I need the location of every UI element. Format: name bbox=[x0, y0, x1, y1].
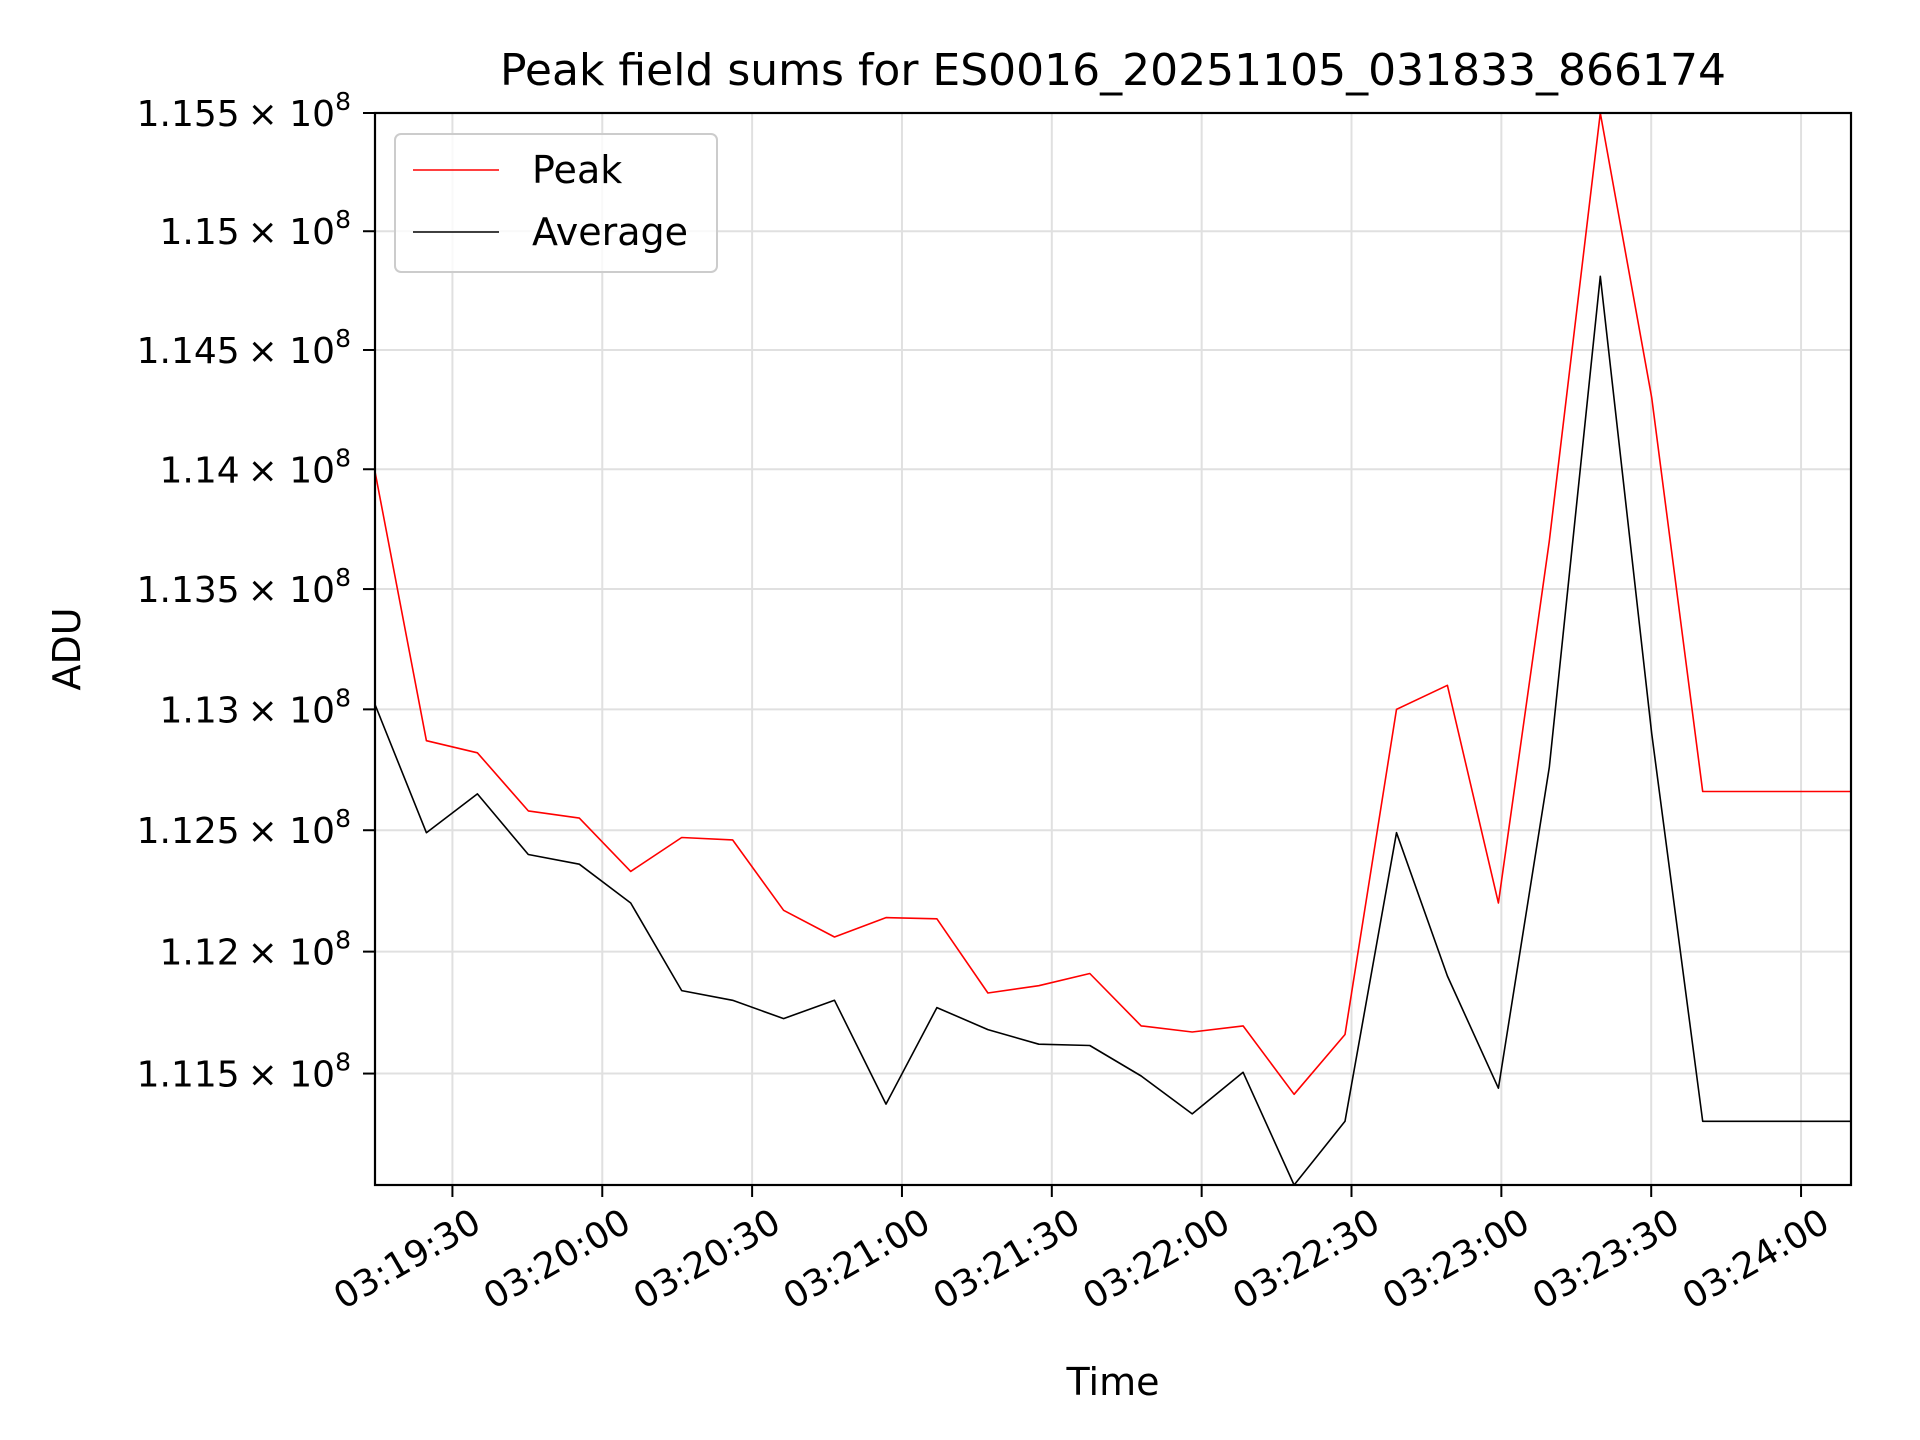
y-tick-label: 1.155 × 108 bbox=[137, 87, 351, 135]
y-tick-mantissa: 1.12 bbox=[160, 933, 240, 974]
y-tick-label: 1.12 × 108 bbox=[160, 926, 351, 974]
y-tick-mantissa: 1.155 bbox=[137, 94, 240, 135]
y-tick-label: 1.125 × 108 bbox=[137, 804, 351, 852]
y-tick-mantissa: 1.14 bbox=[160, 450, 240, 491]
legend-box bbox=[394, 133, 718, 273]
y-tick-label: 1.135 × 108 bbox=[137, 563, 351, 611]
y-tick-base: × 10 bbox=[248, 331, 335, 372]
y-tick-mantissa: 1.135 bbox=[137, 570, 240, 611]
y-tick-mantissa: 1.15 bbox=[160, 212, 240, 253]
y-tick-base: × 10 bbox=[248, 570, 335, 611]
legend-label-average: Average bbox=[532, 210, 688, 254]
y-tick-label: 1.145 × 108 bbox=[137, 324, 351, 372]
y-tick-exponent: 8 bbox=[335, 1048, 351, 1077]
y-tick-base: × 10 bbox=[248, 811, 335, 852]
y-tick-label: 1.15 × 108 bbox=[160, 205, 351, 253]
y-tick-base: × 10 bbox=[248, 450, 335, 491]
legend: Peak Average bbox=[394, 133, 718, 273]
x-axis-label: Time bbox=[1066, 1360, 1160, 1404]
y-tick-mantissa: 1.145 bbox=[137, 331, 240, 372]
y-tick-exponent: 8 bbox=[335, 926, 351, 955]
y-tick-mantissa: 1.115 bbox=[137, 1055, 240, 1096]
chart-title: Peak field sums for ES0016_20251105_0318… bbox=[500, 45, 1726, 96]
y-tick-base: × 10 bbox=[248, 94, 335, 135]
series-line-average bbox=[374, 275, 1851, 1186]
y-tick-mantissa: 1.13 bbox=[160, 690, 240, 731]
y-tick-exponent: 8 bbox=[335, 205, 351, 234]
series-line-peak bbox=[374, 112, 1851, 1096]
y-tick-exponent: 8 bbox=[335, 87, 351, 116]
y-tick-exponent: 8 bbox=[335, 324, 351, 353]
plot-lines bbox=[374, 112, 1851, 1186]
y-tick-base: × 10 bbox=[248, 690, 335, 731]
plot-area-frame bbox=[373, 111, 1853, 1187]
y-tick-exponent: 8 bbox=[335, 563, 351, 592]
legend-label-peak: Peak bbox=[532, 148, 622, 192]
y-tick-exponent: 8 bbox=[335, 683, 351, 712]
y-tick-base: × 10 bbox=[248, 1055, 335, 1096]
y-tick-base: × 10 bbox=[248, 212, 335, 253]
y-axis-label: ADU bbox=[45, 607, 89, 690]
y-tick-label: 1.14 × 108 bbox=[160, 443, 351, 491]
y-tick-label: 1.115 × 108 bbox=[137, 1048, 351, 1096]
y-tick-mantissa: 1.125 bbox=[137, 811, 240, 852]
y-tick-label: 1.13 × 108 bbox=[160, 683, 351, 731]
y-tick-exponent: 8 bbox=[335, 443, 351, 472]
y-tick-exponent: 8 bbox=[335, 804, 351, 833]
y-tick-base: × 10 bbox=[248, 933, 335, 974]
